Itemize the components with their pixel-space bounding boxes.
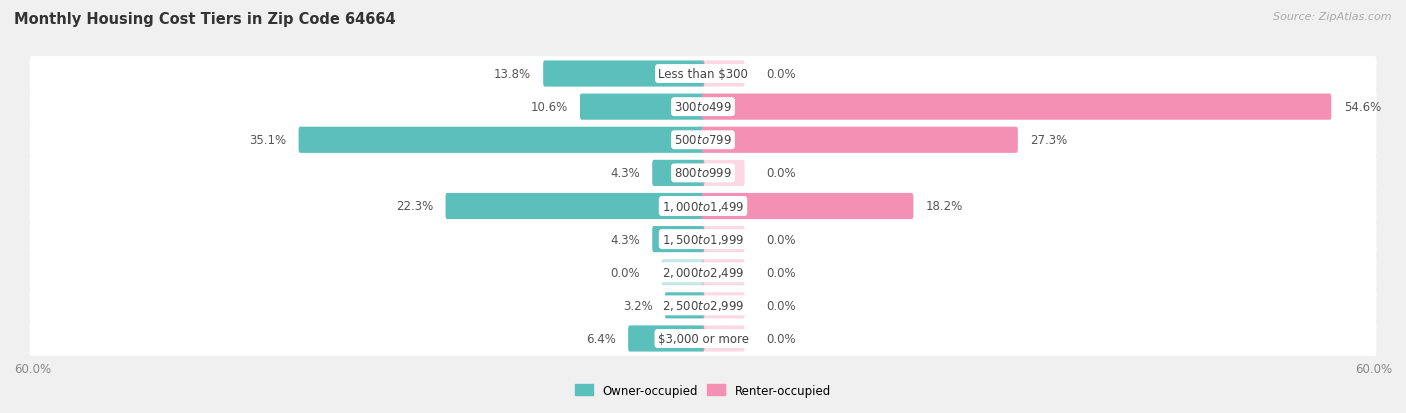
- FancyBboxPatch shape: [579, 94, 704, 121]
- FancyBboxPatch shape: [702, 160, 745, 187]
- Text: 0.0%: 0.0%: [766, 299, 796, 312]
- Text: 0.0%: 0.0%: [766, 332, 796, 345]
- Text: 0.0%: 0.0%: [766, 68, 796, 81]
- Text: 27.3%: 27.3%: [1031, 134, 1067, 147]
- Text: $500 to $799: $500 to $799: [673, 134, 733, 147]
- Text: Less than $300: Less than $300: [658, 68, 748, 81]
- FancyBboxPatch shape: [30, 189, 1376, 224]
- FancyBboxPatch shape: [30, 90, 1376, 125]
- Text: Monthly Housing Cost Tiers in Zip Code 64664: Monthly Housing Cost Tiers in Zip Code 6…: [14, 12, 395, 27]
- Text: 60.0%: 60.0%: [1355, 363, 1392, 375]
- FancyBboxPatch shape: [30, 288, 1376, 323]
- FancyBboxPatch shape: [298, 127, 704, 154]
- Text: Source: ZipAtlas.com: Source: ZipAtlas.com: [1274, 12, 1392, 22]
- FancyBboxPatch shape: [702, 94, 1331, 121]
- Text: 13.8%: 13.8%: [494, 68, 531, 81]
- Text: $800 to $999: $800 to $999: [673, 167, 733, 180]
- FancyBboxPatch shape: [543, 61, 704, 88]
- FancyBboxPatch shape: [446, 193, 704, 220]
- Legend: Owner-occupied, Renter-occupied: Owner-occupied, Renter-occupied: [571, 379, 835, 401]
- Text: 54.6%: 54.6%: [1344, 101, 1381, 114]
- Text: $300 to $499: $300 to $499: [673, 101, 733, 114]
- Text: 6.4%: 6.4%: [586, 332, 616, 345]
- FancyBboxPatch shape: [652, 160, 704, 187]
- Text: $1,000 to $1,499: $1,000 to $1,499: [662, 199, 744, 214]
- FancyBboxPatch shape: [665, 292, 704, 319]
- FancyBboxPatch shape: [30, 321, 1376, 356]
- Text: 0.0%: 0.0%: [766, 167, 796, 180]
- Text: 4.3%: 4.3%: [610, 233, 640, 246]
- Text: 0.0%: 0.0%: [766, 266, 796, 279]
- FancyBboxPatch shape: [628, 325, 704, 352]
- Text: $2,000 to $2,499: $2,000 to $2,499: [662, 266, 744, 280]
- FancyBboxPatch shape: [702, 193, 914, 220]
- FancyBboxPatch shape: [702, 61, 745, 88]
- FancyBboxPatch shape: [702, 325, 745, 352]
- Text: $2,500 to $2,999: $2,500 to $2,999: [662, 299, 744, 313]
- Text: 3.2%: 3.2%: [623, 299, 652, 312]
- Text: 10.6%: 10.6%: [530, 101, 568, 114]
- Text: $3,000 or more: $3,000 or more: [658, 332, 748, 345]
- Text: 60.0%: 60.0%: [14, 363, 51, 375]
- FancyBboxPatch shape: [652, 226, 704, 253]
- Text: 18.2%: 18.2%: [925, 200, 963, 213]
- FancyBboxPatch shape: [30, 156, 1376, 191]
- FancyBboxPatch shape: [702, 259, 745, 286]
- Text: 35.1%: 35.1%: [249, 134, 287, 147]
- FancyBboxPatch shape: [702, 226, 745, 253]
- FancyBboxPatch shape: [30, 255, 1376, 290]
- Text: 22.3%: 22.3%: [396, 200, 433, 213]
- FancyBboxPatch shape: [702, 292, 745, 319]
- Text: 0.0%: 0.0%: [766, 233, 796, 246]
- FancyBboxPatch shape: [30, 123, 1376, 158]
- Text: $1,500 to $1,999: $1,500 to $1,999: [662, 233, 744, 247]
- Text: 0.0%: 0.0%: [610, 266, 640, 279]
- FancyBboxPatch shape: [702, 127, 1018, 154]
- FancyBboxPatch shape: [661, 259, 704, 286]
- Text: 4.3%: 4.3%: [610, 167, 640, 180]
- FancyBboxPatch shape: [30, 222, 1376, 257]
- FancyBboxPatch shape: [30, 57, 1376, 92]
